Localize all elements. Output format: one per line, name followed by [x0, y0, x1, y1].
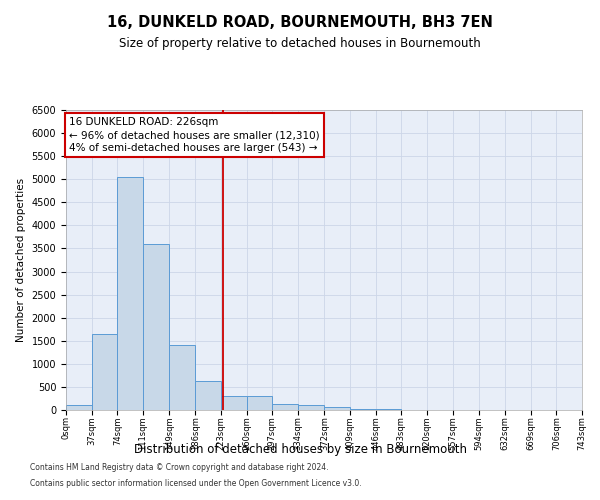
Text: 16 DUNKELD ROAD: 226sqm
← 96% of detached houses are smaller (12,310)
4% of semi: 16 DUNKELD ROAD: 226sqm ← 96% of detache…: [70, 117, 320, 154]
Text: Distribution of detached houses by size in Bournemouth: Distribution of detached houses by size …: [133, 442, 467, 456]
Text: Contains public sector information licensed under the Open Government Licence v3: Contains public sector information licen…: [30, 478, 362, 488]
Bar: [143, 244, 169, 410]
Bar: [169, 346, 195, 410]
Bar: [92, 334, 118, 410]
Bar: [272, 404, 298, 410]
Y-axis label: Number of detached properties: Number of detached properties: [16, 178, 26, 342]
Bar: [66, 406, 92, 410]
Bar: [247, 396, 272, 410]
Bar: [376, 408, 401, 410]
Bar: [195, 382, 221, 410]
Text: Contains HM Land Registry data © Crown copyright and database right 2024.: Contains HM Land Registry data © Crown c…: [30, 464, 329, 472]
Bar: [350, 408, 376, 410]
Bar: [118, 177, 143, 410]
Text: 16, DUNKELD ROAD, BOURNEMOUTH, BH3 7EN: 16, DUNKELD ROAD, BOURNEMOUTH, BH3 7EN: [107, 15, 493, 30]
Text: Size of property relative to detached houses in Bournemouth: Size of property relative to detached ho…: [119, 38, 481, 51]
Bar: [221, 396, 247, 410]
Bar: [298, 406, 323, 410]
Bar: [325, 407, 350, 410]
